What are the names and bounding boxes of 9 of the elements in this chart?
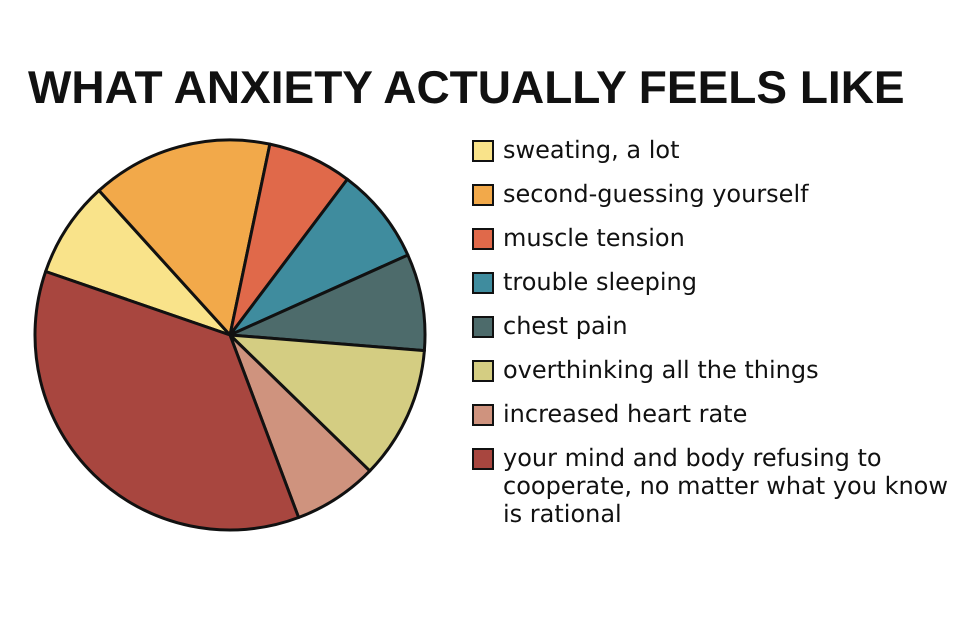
legend-label: second-guessing yourself <box>503 180 810 208</box>
legend-label: overthinking all the things <box>503 356 819 384</box>
legend-label: muscle tension <box>503 224 685 252</box>
legend-label: increased heart rate <box>503 400 748 428</box>
legend-label: trouble sleeping <box>503 268 697 296</box>
legend-label: sweating, a lot <box>503 136 680 164</box>
legend-label: your mind and body refusing to cooperate, no matter what you know is rational <box>503 444 948 528</box>
legend-label: chest pain <box>503 312 628 340</box>
chart-title: WHAT ANXIETY ACTUALLY FEELS LIKE <box>28 61 905 113</box>
